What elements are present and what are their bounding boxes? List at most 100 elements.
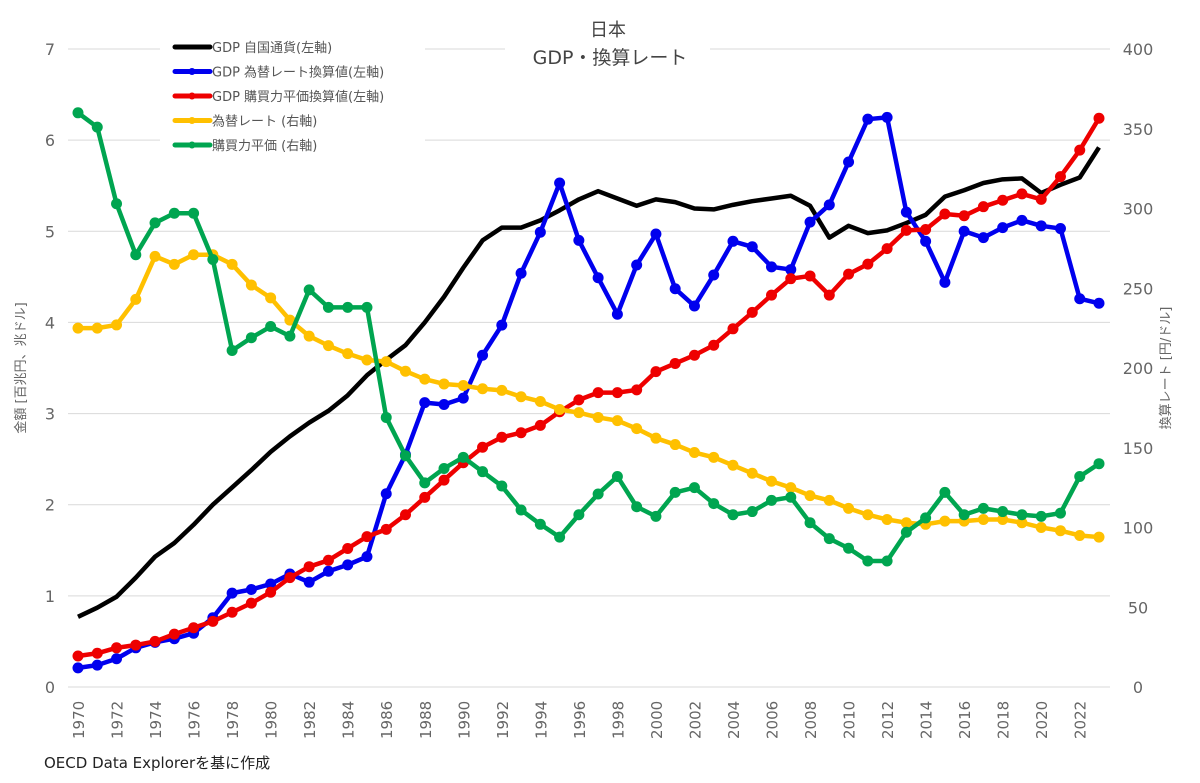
data-point (688, 349, 700, 361)
data-point (997, 514, 1009, 526)
data-point (149, 250, 161, 262)
axes: 0 1 2 3 4 5 6 7 0 50 100 150 200 250 300 350 400 1970 1972… (45, 40, 1153, 739)
data-point (91, 121, 103, 133)
x-tick-label: 2012 (879, 701, 897, 739)
data-point (457, 392, 469, 404)
data-point (457, 451, 469, 463)
x-tick-label: 2016 (956, 701, 974, 739)
data-point (515, 391, 527, 403)
data-point (977, 232, 989, 244)
data-point (823, 533, 835, 545)
data-point (746, 467, 758, 479)
x-tick-label: 1998 (609, 701, 627, 739)
data-point (226, 587, 238, 599)
x-tick-label: 1992 (494, 701, 512, 739)
data-point (766, 494, 778, 506)
data-point (91, 647, 103, 659)
right-tick-label: 150 (1123, 439, 1154, 458)
data-point (322, 565, 334, 577)
data-point (1074, 470, 1086, 482)
left-tick-label: 7 (45, 40, 55, 59)
right-axis-label: 換算レート [円/ドル] (1159, 307, 1174, 430)
data-point (881, 111, 893, 123)
legend-marker (188, 68, 196, 75)
data-point (72, 322, 84, 334)
data-point (746, 506, 758, 518)
left-tick-label: 4 (45, 313, 55, 332)
data-point (631, 384, 643, 396)
data-point (361, 531, 373, 543)
right-tick-label: 350 (1123, 120, 1154, 139)
data-point (515, 427, 527, 439)
data-point (804, 270, 816, 282)
data-point (554, 403, 566, 415)
data-point (727, 459, 739, 471)
data-point (650, 432, 662, 444)
data-point (245, 332, 257, 344)
data-point (1093, 531, 1105, 543)
data-point (1093, 458, 1105, 470)
data-point (997, 194, 1009, 206)
source-note: OECD Data Explorerを基に作成 (44, 754, 271, 772)
data-point (207, 254, 219, 266)
series-group (72, 107, 1105, 674)
data-point (534, 419, 546, 431)
data-point (496, 431, 508, 443)
left-tick-label: 3 (45, 405, 55, 424)
data-point (862, 258, 874, 270)
data-point (515, 504, 527, 516)
x-tick-label: 2002 (686, 701, 704, 739)
data-point (611, 308, 623, 320)
data-point (843, 156, 855, 168)
data-point (168, 628, 180, 640)
data-point (1054, 223, 1066, 235)
chart-title: 日本 (590, 20, 626, 41)
data-point (920, 235, 932, 247)
data-point (554, 177, 566, 189)
data-point (669, 439, 681, 451)
data-point (438, 398, 450, 410)
x-tick-label: 1994 (532, 701, 550, 739)
data-point (457, 380, 469, 392)
data-point (939, 515, 951, 527)
data-point (843, 542, 855, 554)
data-point (91, 322, 103, 334)
data-point (766, 475, 778, 487)
legend-label: 購買力平価 (右軸) (212, 139, 317, 154)
data-point (534, 518, 546, 530)
data-point (977, 514, 989, 526)
data-point (130, 293, 142, 305)
x-tick-label: 1984 (340, 701, 358, 739)
data-point (168, 207, 180, 219)
data-point (554, 531, 566, 543)
x-tick-label: 2014 (918, 701, 936, 739)
data-point (669, 486, 681, 498)
x-tick-label: 2010 (841, 701, 859, 739)
data-point (380, 488, 392, 500)
data-point (573, 509, 585, 521)
x-tick-label: 2006 (764, 701, 782, 739)
data-point (900, 206, 912, 218)
data-point (534, 395, 546, 407)
data-point (766, 261, 778, 273)
x-tick-label: 2020 (1033, 701, 1051, 739)
data-point (380, 411, 392, 423)
data-point (419, 477, 431, 489)
data-point (245, 597, 257, 609)
data-point (477, 441, 489, 453)
data-point (900, 517, 912, 529)
data-point (111, 653, 123, 665)
data-point (477, 466, 489, 478)
data-point (785, 491, 797, 503)
data-point (168, 258, 180, 270)
data-point (977, 201, 989, 213)
data-point (245, 583, 257, 595)
right-tick-label: 50 (1128, 598, 1148, 617)
data-point (900, 224, 912, 236)
data-point (342, 348, 354, 360)
x-tick-label: 1978 (224, 701, 242, 739)
data-point (188, 249, 200, 261)
x-tick-label: 1976 (186, 701, 204, 739)
data-point (573, 234, 585, 246)
data-point (862, 509, 874, 521)
